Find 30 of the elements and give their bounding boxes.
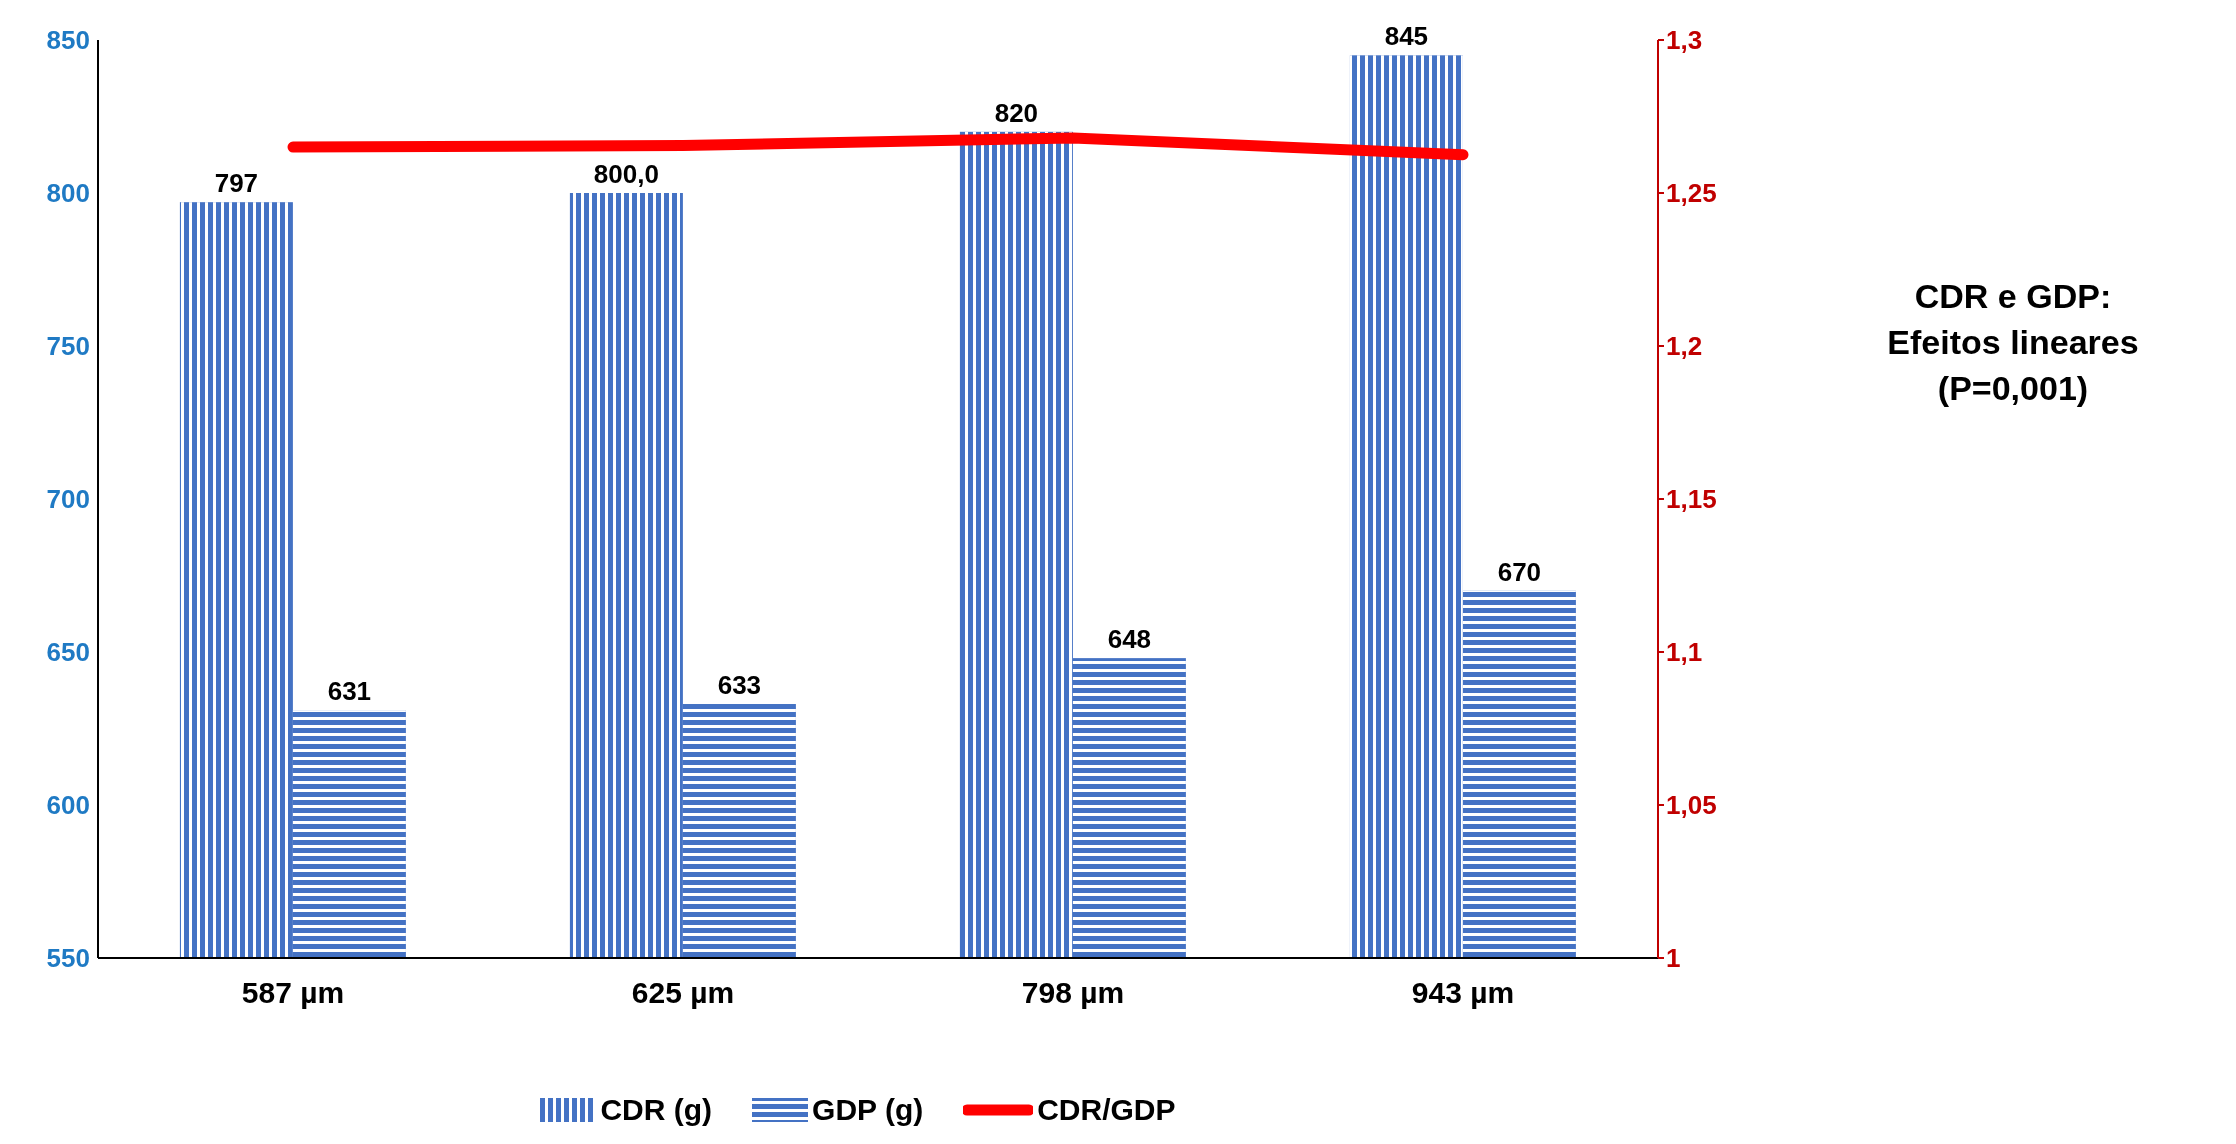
y-tick-label: 850 [46,25,90,56]
x-tick-label: 798 µm [1021,976,1125,1010]
y-tick-label: 650 [46,637,90,668]
y2-tick-label: 1,1 [1666,637,1703,668]
legend-label: CDR/GDP [1037,1093,1176,1127]
y2-tick-label: 1,05 [1666,790,1717,821]
x-tick-label: 625 µm [631,976,735,1010]
text: CDR e GDP: Efeitos lineares (P=0,001) [1886,276,2140,409]
y2-tick-label: 1 [1666,943,1681,974]
y2-tick-label: 1,25 [1666,178,1717,209]
y2-tick-label: 1,2 [1666,331,1703,362]
data-label: 648 [1107,624,1152,655]
data-label: 670 [1497,556,1542,587]
x-tick-label: 587 µm [241,976,345,1010]
y-tick-label: 700 [46,484,90,515]
legend-label: CDR (g) [600,1093,713,1127]
x-tick-label: 943 µm [1411,976,1515,1010]
data-label: 631 [327,676,372,707]
y-tick-label: 750 [46,331,90,362]
data-label: 800,0 [593,159,659,189]
data-label: 845 [1384,21,1429,52]
legend-label: GDP (g) [812,1093,924,1127]
data-label: 820 [994,97,1039,128]
y2-tick-label: 1,3 [1666,25,1703,56]
data-label: 797 [214,168,259,199]
y-tick-label: 550 [46,943,90,974]
y-tick-label: 600 [46,790,90,821]
y-tick-label: 800 [46,178,90,209]
y2-tick-label: 1,15 [1666,484,1717,515]
data-label: 633 [717,670,762,701]
